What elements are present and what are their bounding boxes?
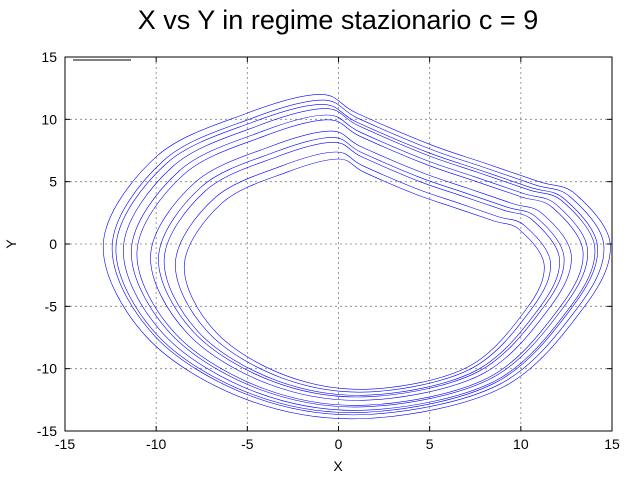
- x-axis-label: X: [333, 458, 343, 474]
- series-line: [136, 119, 584, 406]
- x-tick-label: -10: [146, 436, 166, 452]
- y-tick-label: 10: [41, 111, 57, 127]
- grid: [65, 57, 612, 431]
- series-line: [163, 142, 560, 396]
- x-tick-label: 15: [604, 436, 620, 452]
- chart-title: X vs Y in regime stazionario c = 9: [138, 5, 538, 35]
- series-line: [150, 130, 572, 401]
- series-line: [183, 158, 545, 390]
- series-line: [115, 104, 598, 413]
- y-tick-label: 0: [49, 236, 57, 252]
- y-tick-label: -5: [45, 298, 58, 314]
- x-tick-label: 5: [426, 436, 434, 452]
- x-tick-label: 10: [513, 436, 529, 452]
- x-tick-label: 0: [335, 436, 343, 452]
- series-line: [111, 99, 605, 416]
- series-line: [102, 94, 611, 420]
- y-tick-label: -15: [37, 423, 57, 439]
- series-line: [175, 151, 551, 393]
- series-line: [158, 137, 565, 398]
- y-tick-label: 5: [49, 174, 57, 190]
- tick-labels: -15 -10 -5 0 5 10 15 -15 -10 -5 0 5 10 15: [37, 49, 620, 452]
- series-layer: [102, 94, 611, 420]
- y-axis-label: Y: [3, 239, 19, 249]
- ticks: [64, 56, 613, 432]
- y-tick-label: 15: [41, 49, 57, 65]
- y-tick-label: -10: [37, 361, 57, 377]
- series-line: [131, 114, 588, 408]
- x-tick-label: -15: [55, 436, 75, 452]
- series-line: [123, 108, 596, 411]
- x-tick-label: -5: [241, 436, 254, 452]
